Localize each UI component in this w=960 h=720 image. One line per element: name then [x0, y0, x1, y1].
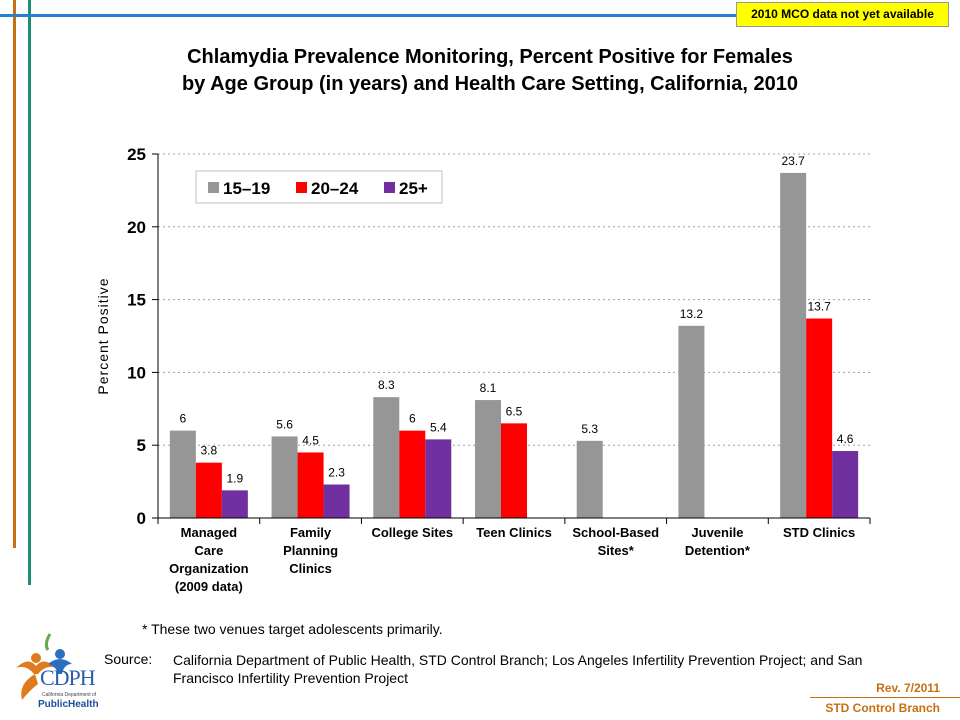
footnote: * These two venues target adolescents pr… [142, 621, 443, 637]
x-tick-label: STD Clinics [783, 525, 855, 540]
x-tick-label: Sites* [598, 543, 635, 558]
legend-swatch [296, 182, 307, 193]
bar-25+ [221, 490, 248, 518]
data-label: 2.3 [328, 466, 345, 480]
y-tick-label: 5 [137, 436, 146, 455]
x-tick-label: Organization [169, 561, 249, 576]
y-tick-label: 20 [127, 218, 146, 237]
data-availability-badge: 2010 MCO data not yet available [736, 2, 949, 27]
decorative-blue-line [0, 14, 736, 17]
y-tick-label: 10 [127, 363, 146, 382]
x-tick-label: School-Based [572, 525, 659, 540]
bar-20–24 [501, 423, 527, 518]
chart-title-line2: by Age Group (in years) and Health Care … [181, 73, 799, 95]
data-label: 13.2 [680, 307, 704, 321]
bar-15–19 [271, 436, 298, 518]
decorative-teal-line [28, 0, 31, 585]
chart-title-line1: Chlamydia Prevalence Monitoring, Percent… [187, 46, 793, 68]
data-label: 6.5 [506, 404, 523, 418]
logo-name: CDPH [40, 665, 96, 690]
bar-15–19 [169, 430, 196, 518]
bar-25+ [323, 484, 350, 518]
bar-15–19 [576, 440, 603, 518]
x-tick-label: (2009 data) [175, 579, 243, 594]
legend-label: 20–24 [311, 179, 359, 198]
x-tick-label: Care [194, 543, 223, 558]
decorative-bottom-line [810, 697, 960, 698]
y-tick-label: 25 [127, 145, 146, 164]
data-label: 6 [409, 412, 416, 426]
bar-15–19 [475, 400, 501, 518]
data-label: 4.6 [837, 432, 854, 446]
y-tick-label: 0 [137, 509, 146, 528]
chart-title: Chlamydia Prevalence Monitoring, Percent… [60, 44, 920, 98]
x-tick-label: Planning [283, 543, 338, 558]
source-label: Source: [104, 651, 153, 667]
data-label: 3.8 [201, 444, 218, 458]
cdph-logo-figure-icon [16, 633, 72, 700]
x-tick-label: Teen Clinics [476, 525, 552, 540]
x-tick-label: Family [290, 525, 332, 540]
data-label: 8.1 [480, 381, 497, 395]
data-label: 1.9 [227, 471, 244, 485]
source-text: California Department of Public Health, … [173, 652, 863, 686]
y-axis-label: Percent Positive [95, 277, 111, 394]
branch-name: STD Control Branch [825, 701, 940, 715]
legend-swatch [208, 182, 219, 193]
bar-25+ [425, 439, 452, 518]
bar-20–24 [195, 462, 222, 518]
data-label: 23.7 [781, 154, 805, 168]
data-label: 5.3 [581, 422, 598, 436]
x-tick-label: Detention* [685, 543, 751, 558]
bar-20–24 [297, 452, 324, 518]
cdph-logo: CDPH California Department of PublicHeal… [8, 628, 108, 712]
data-label: 6 [180, 412, 187, 426]
x-tick-label: Juvenile [691, 525, 743, 540]
data-label: 5.6 [276, 417, 293, 431]
legend-swatch [384, 182, 395, 193]
bar-20–24 [399, 430, 426, 518]
legend-box [195, 170, 443, 204]
data-label: 5.4 [430, 420, 447, 434]
x-tick-label: Clinics [289, 561, 332, 576]
data-label: 4.5 [302, 433, 319, 447]
x-tick-label: Managed [181, 525, 237, 540]
logo-subtitle: California Department of [42, 692, 97, 698]
logo-public-health: PublicHealth [38, 699, 99, 710]
bar-15–19 [678, 325, 705, 518]
data-label: 13.7 [807, 300, 831, 314]
bar-15–19 [373, 397, 400, 518]
legend-label: 15–19 [223, 179, 270, 198]
data-label: 8.3 [378, 378, 395, 392]
revision-date: Rev. 7/2011 [876, 681, 940, 695]
legend-label: 25+ [399, 179, 428, 198]
bar-20–24 [806, 318, 833, 518]
x-tick-label: College Sites [371, 525, 453, 540]
bar-15–19 [780, 172, 807, 519]
decorative-orange-line [13, 0, 16, 548]
y-tick-label: 15 [127, 291, 146, 310]
bar-chart: 0 5 10 15 20 25 Percent Positive 6 3.8 1.9 Managed… [95, 145, 871, 594]
bar-25+ [832, 451, 859, 518]
legend: 15–19 20–24 25+ [195, 170, 443, 204]
